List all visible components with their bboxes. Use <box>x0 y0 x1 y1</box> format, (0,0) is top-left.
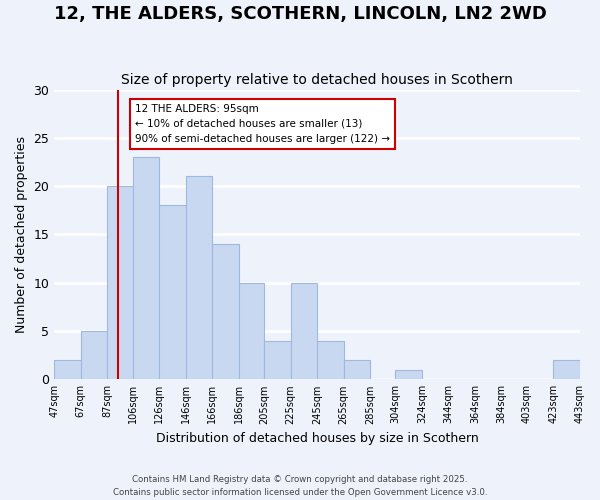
Bar <box>212 244 239 380</box>
Bar <box>54 360 81 380</box>
Bar <box>133 157 159 380</box>
X-axis label: Distribution of detached houses by size in Scothern: Distribution of detached houses by size … <box>156 432 479 445</box>
Bar <box>344 360 370 380</box>
Bar <box>186 176 212 380</box>
Y-axis label: Number of detached properties: Number of detached properties <box>15 136 28 333</box>
Bar <box>159 206 186 380</box>
Text: 12, THE ALDERS, SCOTHERN, LINCOLN, LN2 2WD: 12, THE ALDERS, SCOTHERN, LINCOLN, LN2 2… <box>53 5 547 23</box>
Bar <box>239 282 264 380</box>
Bar <box>81 331 107 380</box>
Bar <box>553 360 580 380</box>
Bar <box>290 282 317 380</box>
Bar <box>264 340 290 380</box>
Bar <box>317 340 344 380</box>
Bar <box>395 370 422 380</box>
Bar <box>107 186 133 380</box>
Title: Size of property relative to detached houses in Scothern: Size of property relative to detached ho… <box>121 73 513 87</box>
Text: 12 THE ALDERS: 95sqm
← 10% of detached houses are smaller (13)
90% of semi-detac: 12 THE ALDERS: 95sqm ← 10% of detached h… <box>135 104 390 144</box>
Text: Contains HM Land Registry data © Crown copyright and database right 2025.
Contai: Contains HM Land Registry data © Crown c… <box>113 475 487 497</box>
